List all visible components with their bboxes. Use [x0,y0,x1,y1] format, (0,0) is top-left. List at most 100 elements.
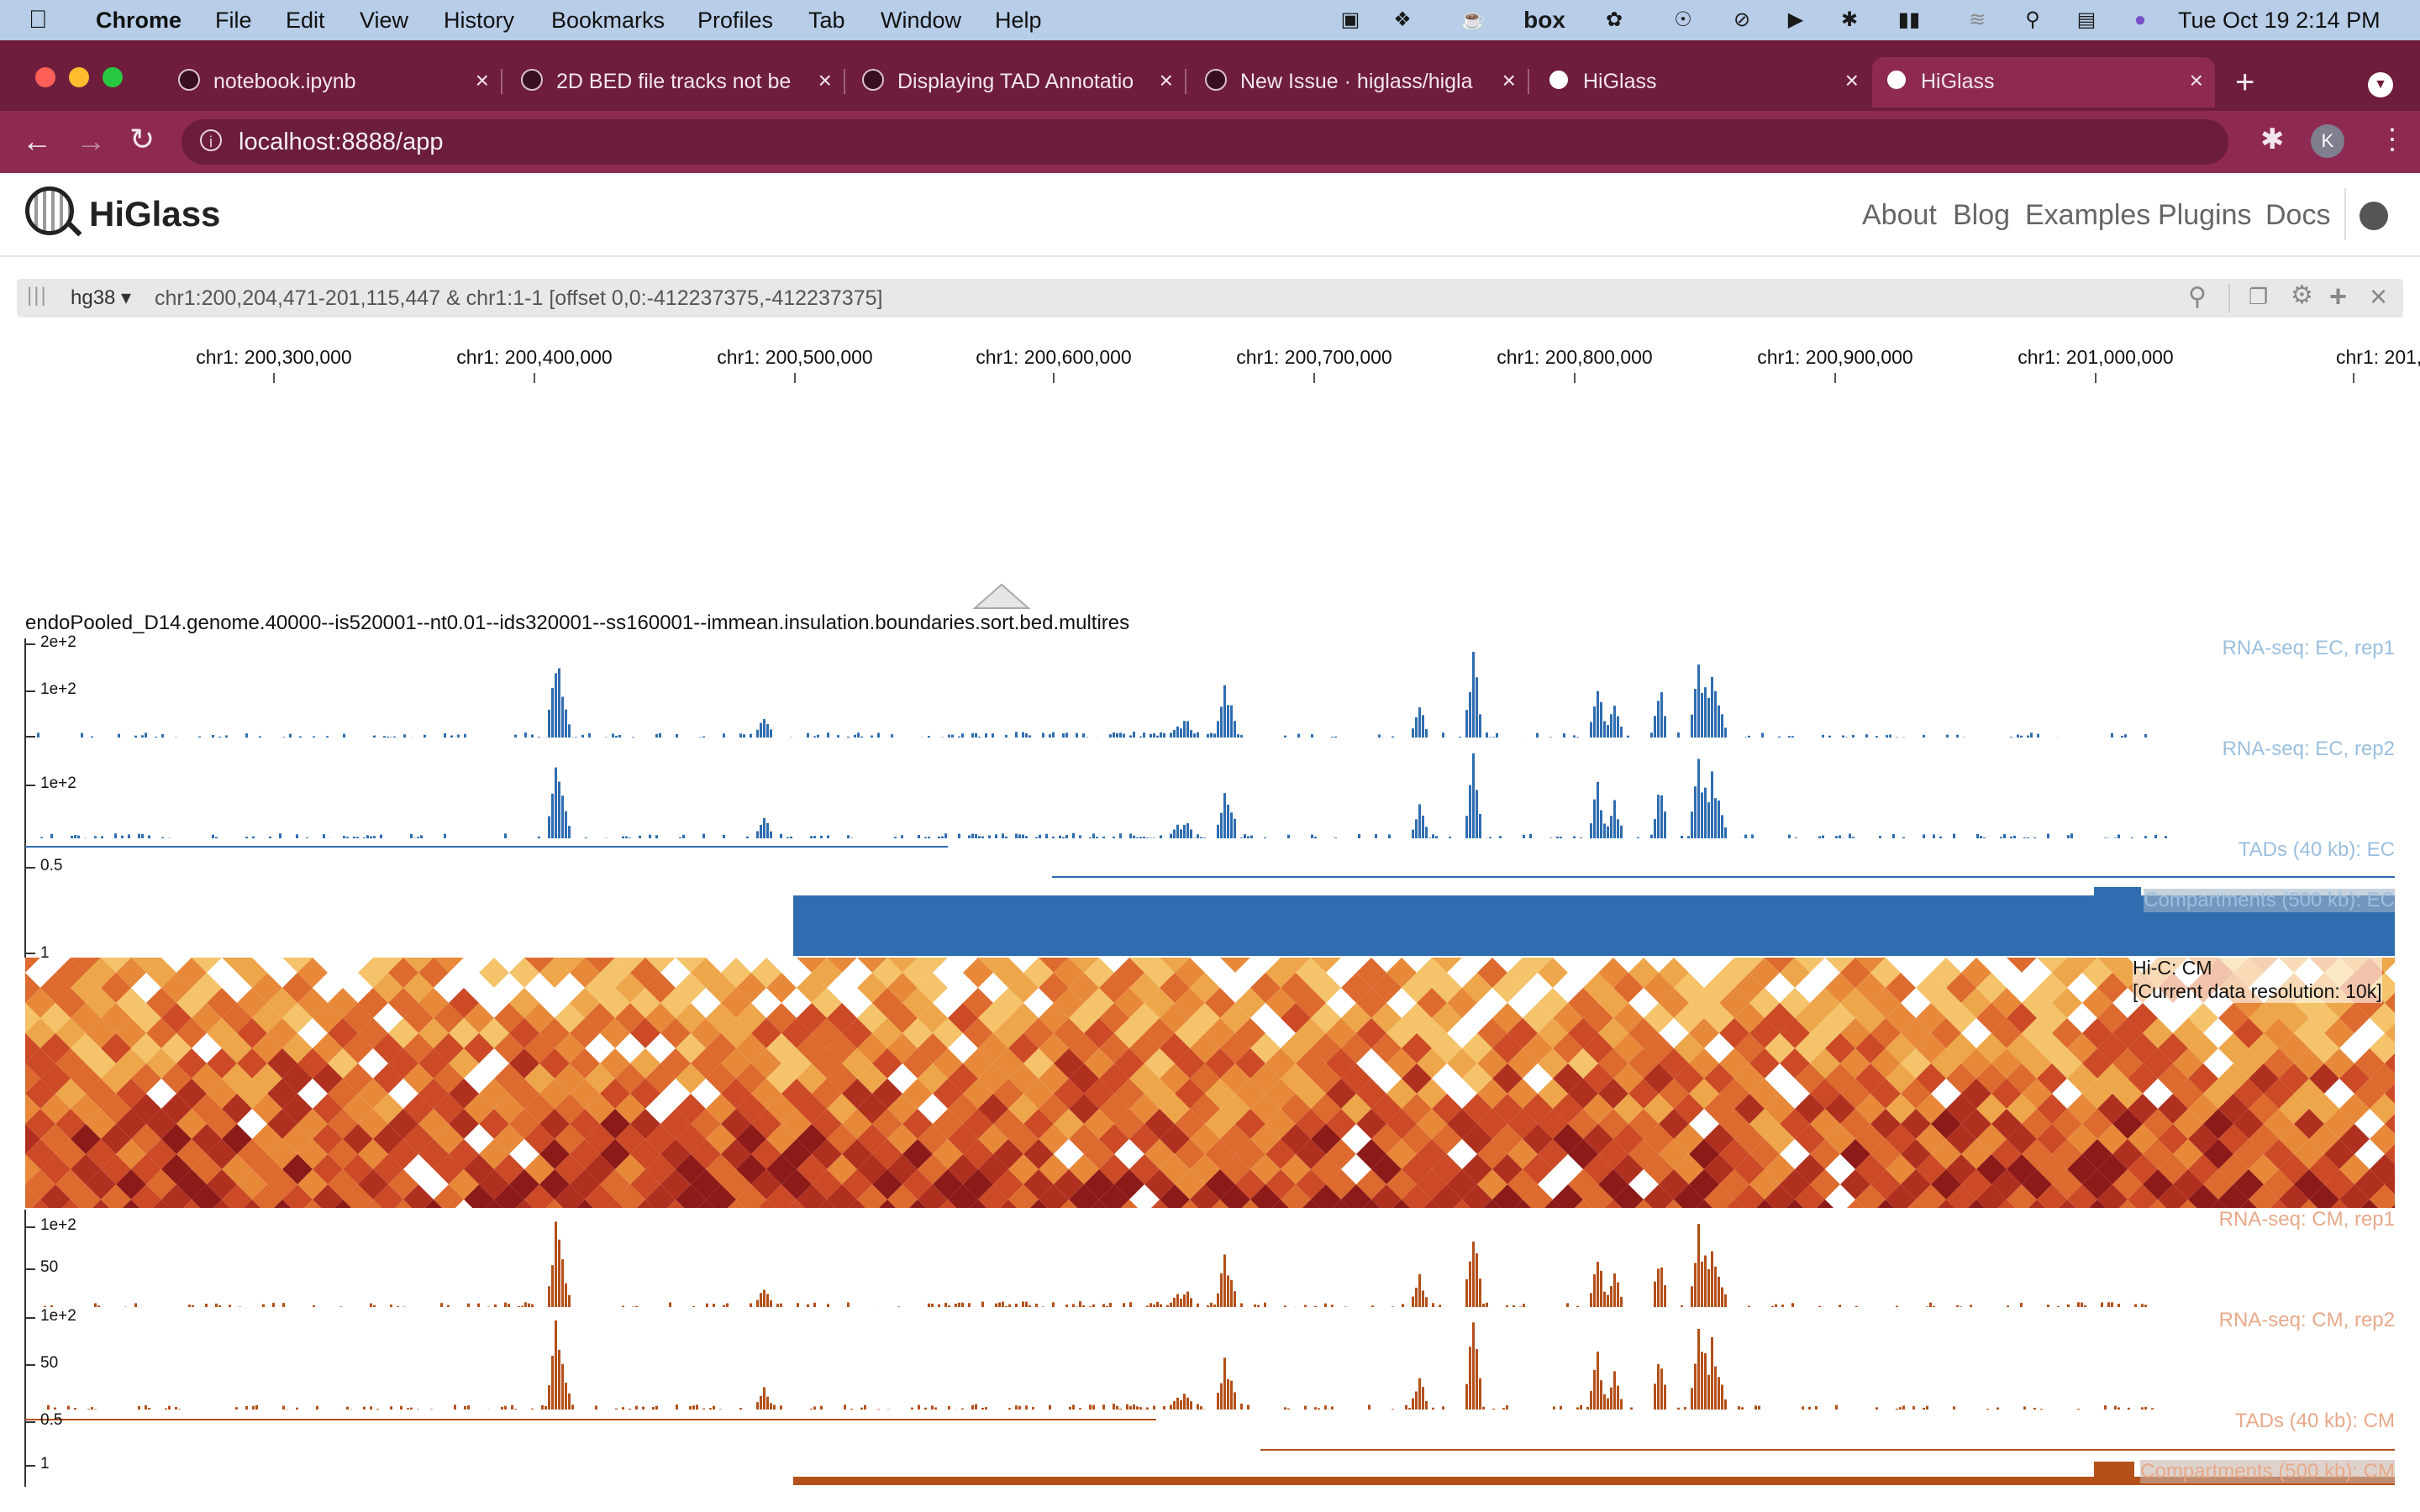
control-center-icon[interactable]: ▤ [2076,8,2096,31]
rna-bar [1748,1305,1750,1307]
tab-new-issue[interactable]: New Issue · higlass/higla × [1192,57,1529,108]
menu-file[interactable]: File [215,8,252,33]
close-view-icon[interactable]: × [2370,279,2388,313]
close-icon[interactable]: × [475,67,489,93]
hic-heatmap[interactable] [10,942,2415,1230]
rna-bar [175,1406,177,1410]
rna-bar [1459,736,1461,738]
rna-bar [1425,827,1428,838]
rna-bar [1896,1305,1898,1307]
tab-2d-bed[interactable]: 2D BED file tracks not be × [508,57,845,108]
clock[interactable]: Tue Oct 19 2:14 PM [2178,8,2381,33]
rna-bar [2007,1305,2009,1307]
hic-cell [373,1184,403,1208]
github-icon[interactable] [2360,202,2388,230]
menu-edit[interactable]: Edit [286,8,325,33]
search-icon[interactable]: ⚲ [2188,283,2207,311]
back-arrow-icon[interactable]: ← [22,123,52,158]
docker-icon[interactable]: ▣ [1340,8,1360,31]
url-text[interactable]: localhost:8888/app [239,129,444,155]
new-tab-button[interactable]: + [2235,64,2255,101]
rna-ec-rep2-bars[interactable] [40,753,2167,838]
rna-bar [2000,837,2002,838]
rna-bar [723,834,725,838]
rna-bar [1788,834,1791,838]
nav-about[interactable]: About [1862,199,1937,231]
extensions-icon[interactable]: ✱ [2260,123,2285,155]
compartment-ec-step[interactable] [2094,887,2141,897]
rna-bar [924,837,927,838]
close-icon[interactable]: × [2189,67,2203,93]
rna-bar [676,733,678,738]
menu-history[interactable]: History [444,8,515,33]
tab-tad-annotation[interactable]: Displaying TAD Annotatio × [849,57,1186,108]
compartment-ec-bar[interactable] [793,895,2395,956]
site-info-icon[interactable]: i [200,129,222,151]
forward-arrow-icon[interactable]: → [76,123,106,158]
tab-notebook[interactable]: notebook.ipynb × [165,57,502,108]
menu-tab[interactable]: Tab [808,8,845,33]
rna-ec-rep1-bars[interactable] [37,652,2147,738]
profile-avatar[interactable]: K [2311,124,2344,158]
menu-view[interactable]: View [360,8,409,33]
siri-icon[interactable]: ● [2133,8,2147,31]
rna-cm-rep1-bars[interactable] [44,1221,2147,1307]
copy-icon[interactable]: ❐ [2249,284,2269,309]
vpn-icon[interactable]: ⊘ [1733,8,1751,31]
window-minimize-button[interactable] [69,67,89,87]
close-icon[interactable]: × [1844,67,1859,93]
rna-bar [1707,697,1710,738]
close-icon[interactable]: × [1159,67,1173,93]
boundary-marker[interactable] [972,583,1031,609]
box-icon[interactable]: box [1523,7,1565,33]
rna-bar [1889,734,1891,738]
shield-icon[interactable]: ☉ [1674,8,1692,31]
assembly-select[interactable]: hg38 ▾ [71,286,132,309]
wifi-icon[interactable]: ≋ [1968,8,1986,31]
brand-title[interactable]: HiGlass [89,194,221,234]
hic-cell [2370,1154,2395,1184]
search-icon[interactable]: ⚲ [2025,8,2040,31]
drag-handle-icon[interactable]: ||| [27,284,48,307]
add-track-icon[interactable]: + [2329,279,2348,313]
compartment-cm-step[interactable] [2094,1462,2134,1485]
menu-window[interactable]: Window [881,8,962,33]
rna-bar [198,736,201,738]
rna-bar [1876,736,1878,738]
bluetooth-icon[interactable]: ✱ [1840,8,1859,31]
window-close-button[interactable] [35,67,55,87]
rna-bar [1620,1399,1623,1410]
tab-higlass-active[interactable]: HiGlass × [1872,57,2215,108]
battery-icon[interactable]: ▮▮ [1897,8,1921,31]
creative-cloud-icon[interactable]: ✿ [1605,8,1623,31]
browser-menu-icon[interactable]: ⋮ [2378,123,2407,155]
apple-icon[interactable]:  [29,0,48,40]
rna-cm-rep2-bars[interactable] [47,1320,2154,1410]
close-icon[interactable]: × [818,67,832,93]
compartment-cm-bar[interactable] [793,1477,2395,1485]
menu-bookmarks[interactable]: Bookmarks [551,8,666,33]
rna-bar [911,1407,913,1410]
play-icon[interactable]: ▶ [1787,8,1804,31]
nav-docs[interactable]: Docs [2265,199,2331,231]
menu-profiles[interactable]: Profiles [697,8,774,33]
dropbox-icon[interactable]: ❖ [1393,8,1412,31]
nav-examples[interactable]: Examples [2025,199,2151,231]
nav-blog[interactable]: Blog [1953,199,2011,231]
coffee-icon[interactable]: ☕ [1460,8,1486,31]
window-zoom-button[interactable] [103,67,123,87]
rna-bar [444,833,446,838]
higlass-logo-icon[interactable] [25,186,74,235]
reload-icon[interactable]: ↻ [129,122,155,156]
menu-app-name[interactable]: Chrome [96,8,182,33]
genome-position-search[interactable]: chr1:200,204,471-201,115,447 & chr1:1-1 … [155,286,883,310]
gear-icon[interactable]: ⚙ [2291,281,2313,309]
tab-search-icon[interactable]: ▼ [2368,72,2393,97]
close-icon[interactable]: × [1502,67,1516,93]
tab-higlass[interactable]: HiGlass × [1534,57,1870,108]
nav-plugins[interactable]: Plugins [2158,199,2252,231]
menu-help[interactable]: Help [995,8,1042,33]
rna-bar [807,1304,809,1307]
address-bar[interactable]: i localhost:8888/app [182,119,2228,165]
